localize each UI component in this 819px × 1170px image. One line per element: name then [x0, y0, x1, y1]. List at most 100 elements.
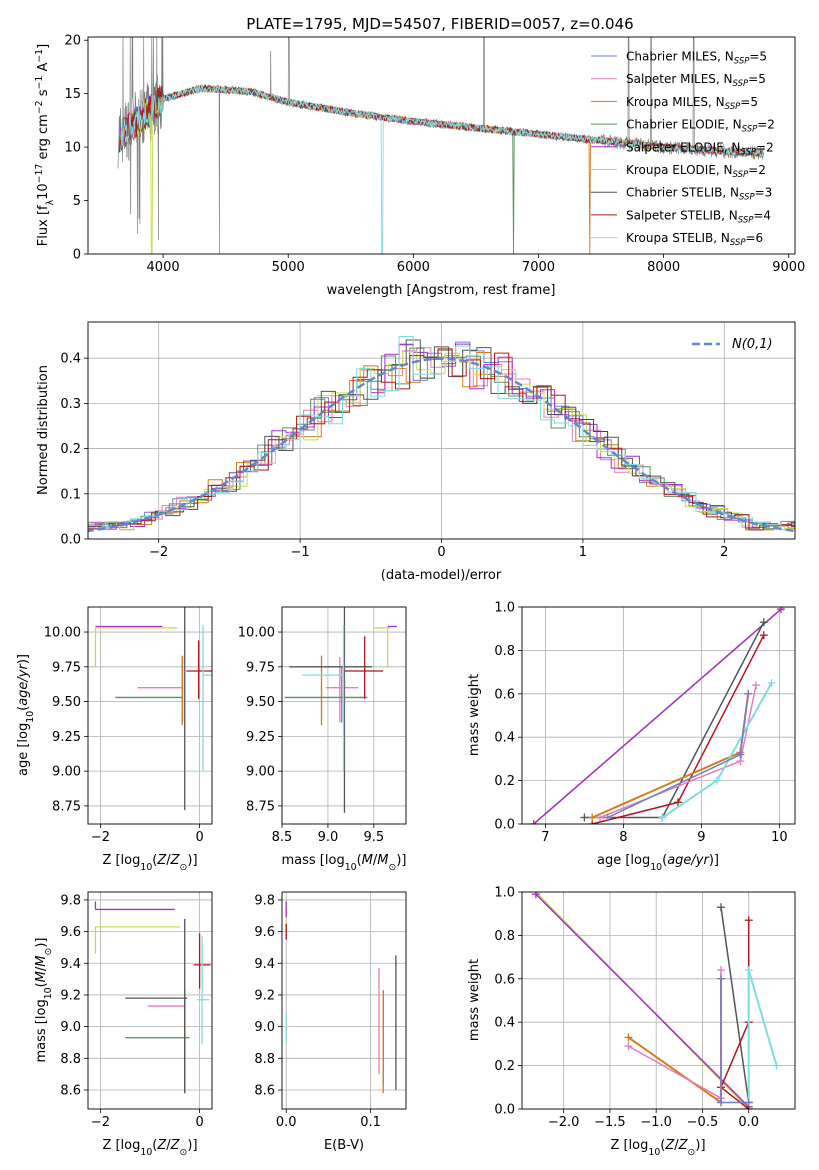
errorbar-point [125, 918, 188, 1094]
legend-entry: N(0,1) [732, 337, 773, 352]
model-spectrum-8 [120, 85, 764, 254]
x-tick-label: −2 [91, 1115, 110, 1130]
y-tick-label: 10.00 [238, 626, 275, 641]
x-axis-label: age [log10(age/yr)] [597, 853, 719, 873]
x-tick-label: 4000 [147, 260, 180, 275]
panel-residuals: N(0,1) −2 −1 0 1 2 0.0 0.1 0.2 0.3 0.4 (data-model)… [36, 321, 796, 583]
y-tick-label: 9.8 [60, 893, 81, 908]
legend-entry: Salpeter STELIB, NSSP=4 [626, 208, 771, 225]
y-axis-label: mass [log10(M/M⊙)] [34, 938, 54, 1063]
y-axis-label: mass weight [467, 959, 482, 1041]
y-tick-label: 0.4 [494, 1016, 515, 1031]
y-tick-label: 9.4 [60, 957, 81, 972]
legend-entry: Kroupa STELIB, NSSP=6 [626, 231, 763, 248]
y-axis-label: age [log10(age/yr)] [16, 654, 36, 776]
y-tick-label: 1.0 [494, 886, 515, 901]
y-tick-label: 15 [64, 87, 81, 102]
y-tick-label: 0.8 [494, 929, 515, 944]
y-axis-label: Normed distribution [36, 365, 51, 495]
axes-frame [521, 606, 796, 825]
axes-frame [521, 891, 796, 1110]
normal-reference-curve [88, 357, 795, 533]
legend-entry: Chabrier MILES, NSSP=5 [626, 50, 767, 67]
x-tick-label: −2.0 [548, 1115, 580, 1130]
legend-entry: Salpeter MILES, NSSP=5 [626, 72, 766, 89]
weight-line-8 [747, 969, 778, 1103]
x-tick-label: 7 [541, 830, 549, 845]
x-axis-label: E(B-V) [324, 1138, 364, 1153]
legend: Chabrier MILES, NSSP=5 Salpeter MILES, NS… [591, 50, 775, 248]
y-tick-label: 9.0 [60, 1020, 81, 1035]
x-axis-label: mass [log10(M/M⊙)] [282, 853, 407, 873]
x-tick-label: 9000 [772, 260, 805, 275]
y-tick-label: 8.8 [60, 1052, 81, 1067]
y-tick-label: 0.0 [494, 1103, 515, 1118]
x-tick-label: 5000 [272, 260, 305, 275]
errorbar-point [373, 627, 391, 667]
legend-entry: Kroupa ELODIE, NSSP=2 [626, 163, 766, 180]
x-tick-label: 8.5 [272, 830, 293, 845]
y-tick-label: 9.6 [254, 925, 275, 940]
x-tick-label: −0.5 [687, 1115, 719, 1130]
grid [282, 892, 406, 1109]
figure-title: PLATE=1795, MJD=54507, FIBERID=0057, z=0… [246, 15, 633, 33]
y-tick-label: 8.6 [60, 1083, 81, 1098]
x-tick-label: −1.0 [640, 1115, 672, 1130]
panel-spectrum: Chabrier MILES, NSSP=5 Salpeter MILES, NS… [34, 34, 806, 298]
panel-age-vs-mass: 8.5 9.0 9.5 8.75 9.00 9.25 9.50 9.75 10.00 mass [… [238, 606, 407, 873]
x-tick-label: 6000 [397, 260, 430, 275]
x-tick-label: 0.0 [276, 1115, 297, 1130]
x-tick-label: 0 [437, 545, 445, 560]
errorbar-point [94, 901, 175, 911]
x-tick-label: 0 [195, 830, 203, 845]
x-tick-label: 8 [619, 830, 627, 845]
plot-area [285, 901, 397, 1094]
y-tick-label: 9.00 [52, 765, 81, 780]
x-tick-label: 1 [579, 545, 587, 560]
errorbar-point [326, 657, 359, 723]
plot-area [117, 37, 765, 254]
y-tick-label: 5 [73, 194, 81, 209]
y-tick-label: 0.0 [60, 533, 81, 548]
x-tick-label: 2 [720, 545, 728, 560]
y-tick-label: 1.0 [494, 601, 515, 616]
y-tick-label: 0 [73, 248, 81, 263]
x-tick-label: 0.0 [738, 1115, 759, 1130]
x-tick-label: 9 [697, 830, 705, 845]
x-axis-label: Z [log10(Z/Z⊙)] [102, 1138, 197, 1158]
x-tick-label: 8000 [647, 260, 680, 275]
y-axis-label: Flux [fλ10−17 erg cm−2 s−1 A−1] [34, 44, 56, 246]
y-tick-label: 0.6 [494, 972, 515, 987]
grid [88, 607, 212, 824]
y-tick-label: 8.8 [254, 1052, 275, 1067]
errorbar-point [344, 636, 384, 699]
legend-entry: Salpeter ELODIE, NSSP=2 [626, 140, 774, 157]
x-tick-label: −1.5 [594, 1115, 626, 1130]
weight-line-6 [720, 907, 750, 1103]
legend-entry: Chabrier STELIB, NSSP=3 [626, 186, 772, 203]
panel-mass-vs-Z: −2 0 8.6 8.8 9.0 9.2 9.4 9.6 9.8 Z [log10(Z/Z⊙)] m… [34, 891, 213, 1158]
x-axis-label: wavelength [Angstrom, rest frame] [327, 283, 556, 298]
x-axis-label: Z [log10(Z/Z⊙)] [610, 1138, 705, 1158]
legend-entry: Kroupa MILES, NSSP=5 [626, 95, 758, 112]
y-axis-label: mass weight [467, 674, 482, 756]
errorbar-point [289, 607, 373, 813]
errorbar-point [94, 627, 178, 667]
y-tick-label: 0.3 [60, 397, 81, 412]
x-tick-label: 0.1 [360, 1115, 381, 1130]
axes-frame [281, 606, 407, 825]
grid [88, 892, 212, 1109]
y-tick-label: 9.50 [246, 695, 275, 710]
x-tick-label: 10 [771, 830, 788, 845]
plot-area [94, 901, 211, 1094]
y-tick-label: 0.2 [60, 442, 81, 457]
axes-frame [87, 606, 213, 825]
y-tick-label: 8.75 [246, 799, 275, 814]
y-tick-label: 9.25 [246, 730, 275, 745]
x-tick-label: −2 [149, 545, 168, 560]
errorbar-point [302, 625, 345, 772]
y-tick-label: 20 [64, 34, 81, 49]
axes-frame [281, 891, 407, 1110]
